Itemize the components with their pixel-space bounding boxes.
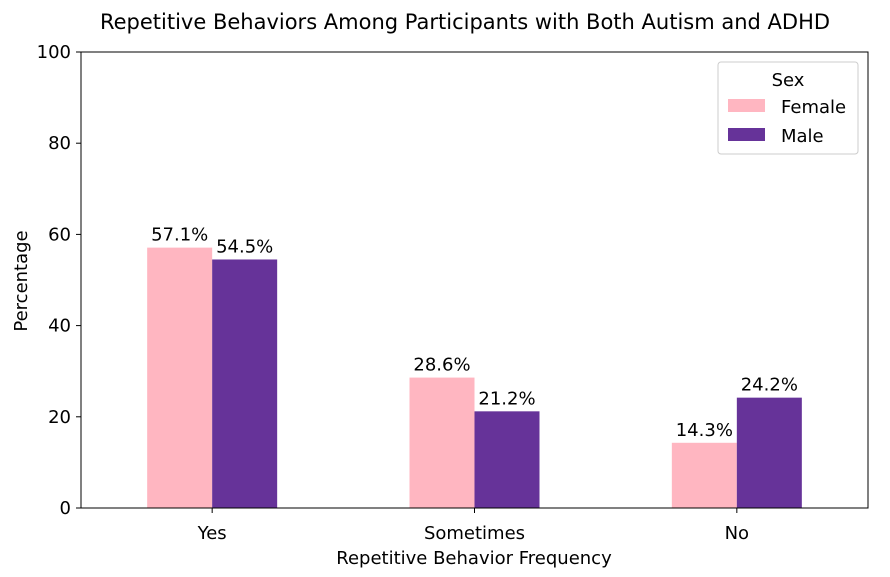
legend: Sex Female Male (717, 61, 859, 155)
y-tick-label-40: 40 (48, 316, 71, 337)
legend-label-male: Male (781, 126, 824, 147)
bar-male-no (736, 397, 802, 508)
legend-label-female: Female (781, 97, 846, 118)
legend-swatch-female (728, 99, 765, 112)
plot-area: 57.1% 54.5% Yes 28.6% 21.2% Sometimes 14.3% 24.… (37, 42, 869, 544)
data-label-female-yes: 57.1% (151, 225, 208, 246)
y-tick-label-60: 60 (48, 224, 71, 245)
legend-title: Sex (772, 70, 805, 91)
bar-female-no (671, 442, 737, 508)
y-tick-label-20: 20 (48, 407, 71, 428)
y-axis-label: Percentage (11, 230, 32, 331)
y-tick-label-0: 0 (60, 498, 71, 519)
bar-male-sometimes (474, 411, 540, 508)
y-tick-label-100: 100 (37, 42, 71, 63)
bar-female-yes (147, 247, 213, 508)
legend-swatch-male (728, 128, 765, 141)
data-label-male-no: 24.2% (741, 375, 798, 396)
y-tick-label-80: 80 (48, 133, 71, 154)
x-axis-label: Repetitive Behavior Frequency (336, 548, 612, 569)
chart-title: Repetitive Behaviors Among Participants … (100, 10, 830, 34)
x-tick-label-yes: Yes (197, 523, 227, 544)
data-label-female-sometimes: 28.6% (413, 355, 470, 376)
x-tick-label-sometimes: Sometimes (424, 523, 525, 544)
plot-frame (80, 51, 869, 509)
data-label-male-yes: 54.5% (216, 236, 273, 257)
bar-female-sometimes (409, 377, 475, 508)
bar-male-yes (212, 259, 278, 508)
data-label-male-sometimes: 21.2% (478, 388, 535, 409)
data-label-female-no: 14.3% (676, 420, 733, 441)
x-tick-label-no: No (725, 523, 749, 544)
